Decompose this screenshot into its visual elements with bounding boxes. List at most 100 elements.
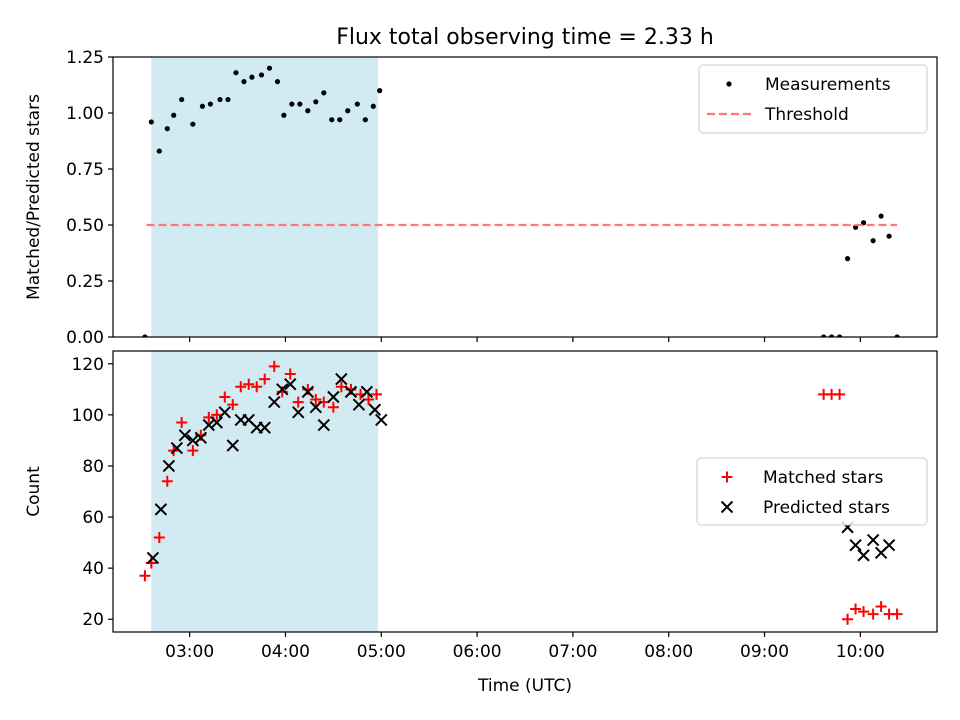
count-panel: 20 40 60 80 100 120 03:00 04:00 05:00 06:00 07:00 0… [24, 350, 938, 662]
count-series-matched-stars-point-34 [858, 606, 870, 618]
ratio-y-tick-label-4: 1.00 [66, 104, 104, 124]
ratio-series-measurements-point-5 [179, 96, 185, 103]
count-x-tick-label-3: 06:00 [453, 642, 502, 662]
count-series-matched-stars-point-23 [327, 401, 339, 413]
count-series-predicted-stars-point-20 [309, 400, 323, 414]
count-series-matched-stars-point-21 [310, 394, 322, 406]
ratio-series-measurements-point-8 [207, 101, 214, 107]
ratio-series-measurements-point-28 [370, 103, 376, 109]
count-y-tick-label-1: 40 [82, 559, 104, 579]
ratio-series-measurements-point-11 [233, 70, 239, 76]
ratio-series-measurements-point-14 [258, 72, 265, 78]
count-series-predicted-stars-point-9 [218, 406, 231, 419]
ratio-plot-area [142, 65, 900, 337]
ratio-series-measurements-point-9 [217, 96, 223, 103]
count-series-matched-stars-point-9 [211, 409, 223, 421]
count-legend: Matched stars Predicted stars [696, 457, 928, 526]
ratio-series-measurements-point-26 [354, 101, 360, 107]
count-legend-entry-1-swatch [720, 500, 734, 514]
ratio-series-measurements-point-10 [225, 96, 231, 103]
count-series-matched-stars-point-11 [227, 399, 239, 411]
count-series-predicted-stars-point-22 [327, 390, 340, 404]
count-series-predicted-stars-point-19 [301, 385, 315, 399]
count-series-matched-stars-point-16 [268, 360, 280, 372]
count-x-tick-label-1: 04:00 [261, 642, 310, 662]
count-series-predicted-stars-point-18 [292, 406, 305, 419]
count-series-predicted-stars-point-8 [210, 416, 224, 429]
ratio-axes-frame [112, 56, 938, 338]
count-series-predicted-stars-point-32 [866, 533, 880, 547]
ratio-legend-entry-0-label: Measurements [765, 75, 891, 95]
count-series-matched-stars-point-12 [235, 381, 247, 393]
ratio-series-measurements-point-33 [844, 256, 851, 262]
count-legend-entry-0-label: Matched stars [763, 468, 883, 488]
ratio-panel: 0.00 0.25 0.50 0.75 1.00 1.25 Matched/Predicte… [24, 48, 938, 348]
count-series-predicted-stars-point-34 [882, 538, 896, 552]
count-series-predicted-stars-point-14 [258, 421, 271, 434]
count-observing-span [151, 351, 379, 632]
count-series-predicted-stars-point-21 [317, 418, 330, 432]
x-axis-label: Time (UTC) [477, 676, 572, 696]
count-series-matched-stars-point-36 [875, 600, 887, 612]
count-series-predicted-stars-point-3 [170, 441, 184, 455]
count-series-predicted-stars-point-5 [186, 434, 200, 447]
ratio-series-measurements-point-4 [171, 112, 177, 118]
count-series-predicted-stars-point-1 [154, 503, 168, 516]
count-series-matched-stars-point-6 [187, 445, 199, 457]
count-series-predicted-stars-point-26 [360, 385, 374, 399]
ratio-series-measurements-point-32 [836, 334, 843, 337]
count-series-matched-stars-point-5 [176, 417, 188, 429]
ratio-series-measurements-point-29 [377, 88, 383, 94]
ratio-y-tick-label-3: 0.75 [66, 160, 104, 180]
count-series-matched-stars-point-19 [292, 396, 304, 408]
ratio-series-measurements-point-2 [156, 148, 162, 154]
ratio-observing-span [151, 57, 379, 337]
ratio-series-measurements-point-21 [313, 99, 319, 105]
count-series-matched-stars-point-3 [161, 475, 173, 487]
count-series-predicted-stars-point-25 [352, 398, 366, 411]
count-axes-frame [112, 350, 938, 633]
count-series-predicted-stars-point-23 [335, 372, 348, 386]
count-x-tick-label-2: 05:00 [357, 642, 406, 662]
count-legend-entry-0-swatch [721, 471, 733, 483]
ratio-y-axis-label: Matched/Predicted stars [24, 94, 44, 300]
count-series-predicted-stars-point-15 [268, 395, 281, 409]
count-series-matched-stars-point-35 [867, 608, 879, 620]
ratio-series-measurements-point-37 [878, 213, 884, 219]
count-series-matched-stars-point-28 [370, 388, 382, 400]
count-x-tick-label-5: 08:00 [644, 642, 693, 662]
count-x-tick-label-0: 03:00 [165, 642, 214, 662]
count-series-predicted-stars-point-4 [178, 429, 192, 442]
count-x-tick-label-7: 10:00 [836, 642, 885, 662]
count-series-predicted-stars-point-16 [276, 383, 289, 396]
count-series-predicted-stars-point-28 [375, 413, 388, 427]
count-y-tick-label-2: 60 [82, 508, 104, 528]
ratio-y-tick-label-1: 0.25 [66, 272, 104, 292]
ratio-legend-entry-0-swatch [726, 81, 732, 87]
ratio-legend: Measurements Threshold [698, 64, 928, 134]
ratio-y-tick-label-5: 1.25 [66, 48, 104, 68]
count-series-predicted-stars-point-31 [857, 549, 870, 562]
ratio-series-measurements-point-22 [321, 90, 327, 96]
ratio-series-measurements-point-7 [199, 103, 206, 109]
count-series-predicted-stars-point-2 [162, 459, 176, 473]
count-y-tick-label-0: 20 [82, 610, 104, 630]
count-plot-area [139, 360, 903, 625]
count-series-matched-stars-point-13 [243, 378, 255, 390]
count-series-matched-stars-point-14 [251, 381, 263, 393]
ratio-series-measurements-point-19 [297, 101, 303, 107]
count-series-matched-stars-point-24 [335, 381, 347, 393]
ratio-y-tick-label-0: 0.00 [66, 328, 104, 348]
ratio-legend-entry-1-label: Threshold [764, 105, 849, 125]
count-series-matched-stars-point-32 [842, 613, 854, 625]
count-series-predicted-stars-point-30 [849, 538, 862, 552]
ratio-series-measurements-point-6 [190, 121, 196, 127]
count-legend-entry-1-label: Predicted stars [763, 498, 890, 518]
ratio-y-tick-label-2: 0.50 [66, 216, 104, 236]
ratio-series-measurements-point-20 [305, 108, 311, 114]
count-x-tick-label-4: 07:00 [548, 642, 597, 662]
count-series-predicted-stars-point-17 [284, 378, 297, 391]
count-y-tick-label-4: 100 [72, 406, 104, 426]
count-y-tick-label-5: 120 [72, 355, 104, 375]
